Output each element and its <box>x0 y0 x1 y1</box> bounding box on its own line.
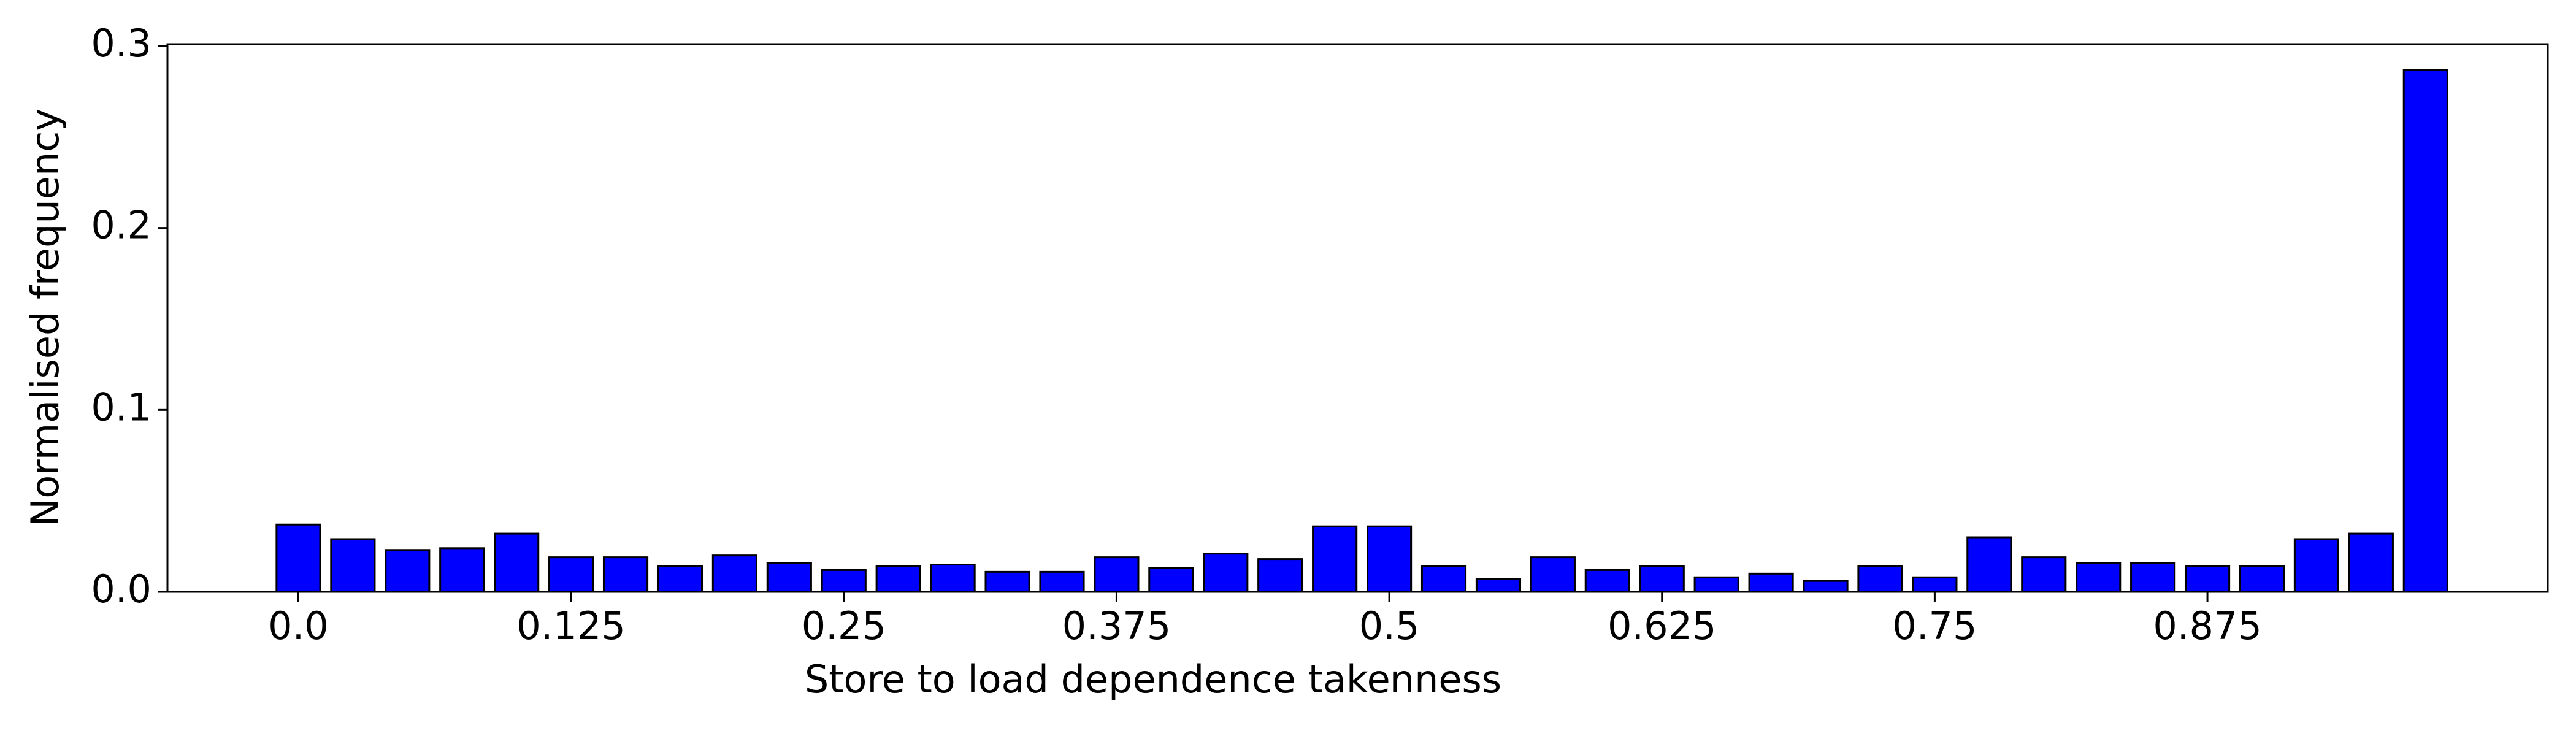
x-tick-label: 0.0 <box>268 604 329 648</box>
y-axis-label: Normalised frequency <box>23 109 67 527</box>
bar <box>2348 532 2394 593</box>
plot-frame <box>166 43 2549 593</box>
bar <box>821 569 867 593</box>
bar <box>1748 572 1794 593</box>
bar <box>2402 69 2448 593</box>
bar <box>1693 576 1739 593</box>
bar <box>385 549 431 593</box>
bar <box>1966 536 2012 593</box>
bar <box>602 556 649 593</box>
y-tick-label: 0.3 <box>91 21 151 66</box>
x-tick-label: 0.125 <box>516 604 626 648</box>
bar <box>984 570 1030 593</box>
bar <box>2076 562 2122 593</box>
y-tick-label: 0.0 <box>91 567 151 611</box>
bar <box>1803 580 1849 593</box>
bar <box>548 556 594 593</box>
bar <box>1639 565 1685 593</box>
bar <box>766 562 812 593</box>
x-tick-label: 0.75 <box>1892 604 1977 648</box>
bar <box>711 554 757 593</box>
x-tick-label: 0.625 <box>1608 604 1717 648</box>
bar <box>930 563 976 593</box>
bar <box>1420 565 1467 593</box>
bar <box>2184 565 2231 593</box>
bar <box>1475 578 1522 593</box>
bar <box>1857 565 1903 593</box>
y-tick-label: 0.1 <box>91 385 151 429</box>
bar <box>1257 558 1303 593</box>
y-tick-label: 0.2 <box>91 203 151 248</box>
bar <box>275 523 321 593</box>
bar <box>1367 525 1413 593</box>
bar <box>1094 556 1140 593</box>
bar <box>1039 570 1085 593</box>
x-tick-label: 0.25 <box>802 604 886 648</box>
bar <box>657 565 703 593</box>
bar <box>875 565 921 593</box>
bar <box>1148 567 1194 593</box>
bar <box>330 538 376 593</box>
bar <box>1912 576 1958 593</box>
bar <box>1203 553 1249 593</box>
bar <box>1530 556 1576 593</box>
bar <box>439 547 485 593</box>
x-axis-label: Store to load dependence takenness <box>805 657 1501 702</box>
bar <box>2021 556 2067 593</box>
bar <box>2239 565 2285 593</box>
x-tick-label: 0.5 <box>1359 604 1420 648</box>
x-tick-label: 0.875 <box>2153 604 2262 648</box>
bar <box>1584 569 1630 593</box>
bar <box>2130 562 2176 593</box>
bar <box>2293 538 2340 593</box>
x-tick-label: 0.375 <box>1062 604 1171 648</box>
bar <box>494 532 540 593</box>
bar <box>1312 525 1358 593</box>
